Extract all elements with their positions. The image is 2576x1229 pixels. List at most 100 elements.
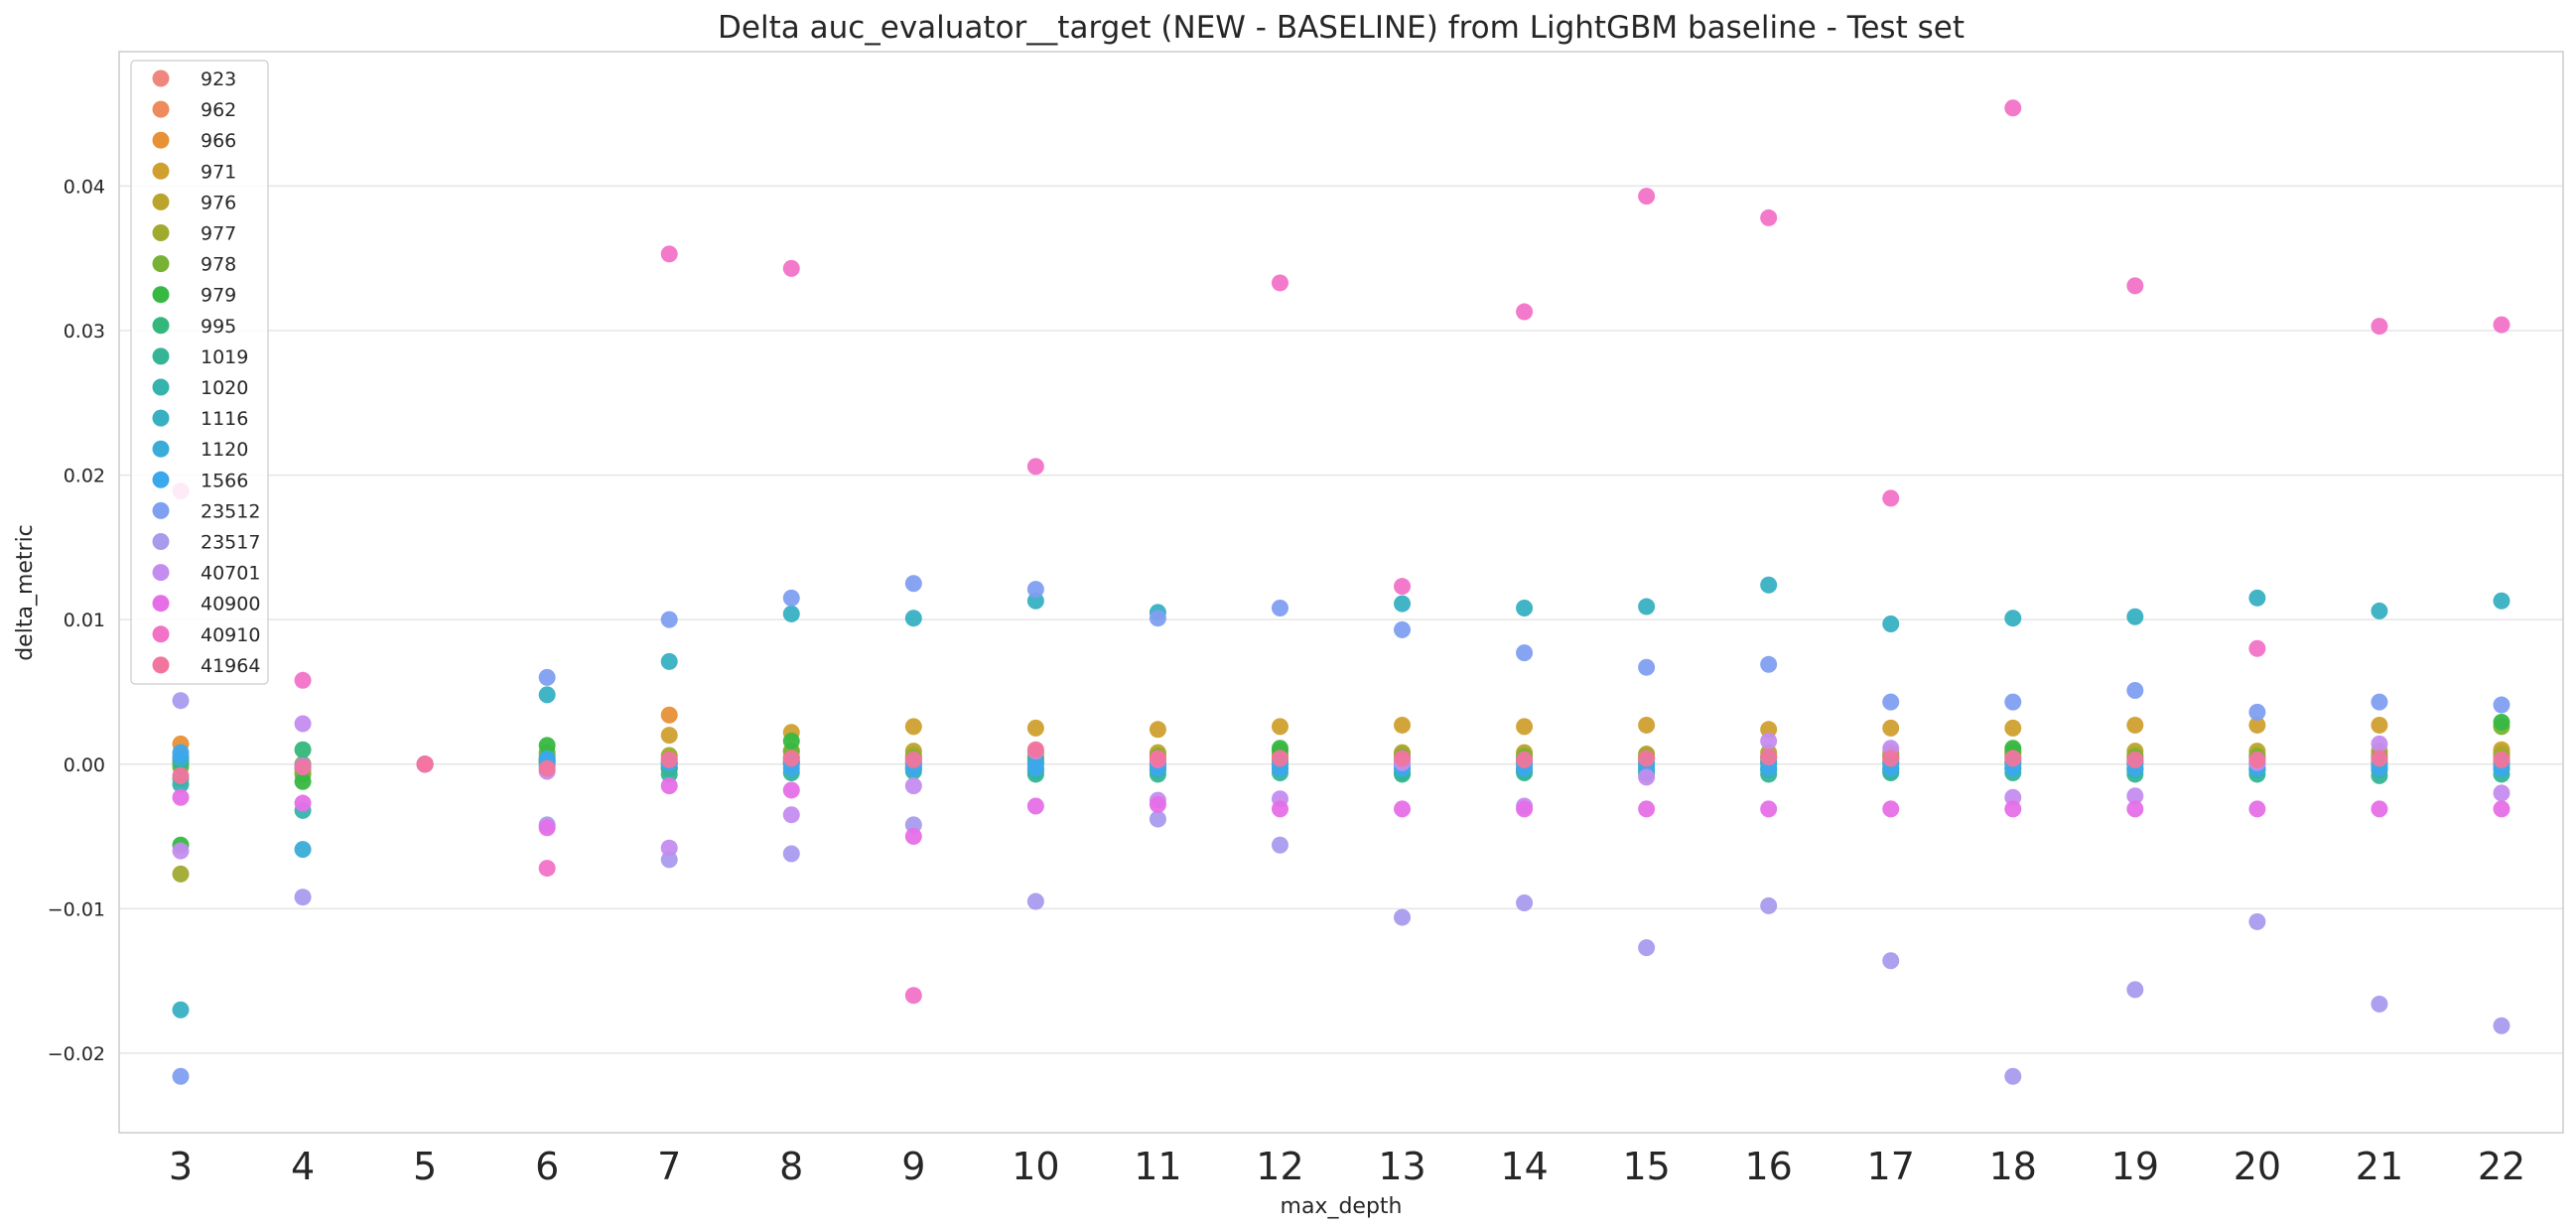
data-point (1516, 800, 1534, 818)
data-point (1516, 600, 1534, 617)
data-point (2126, 981, 2144, 999)
data-point (1638, 658, 1656, 676)
legend-label: 979 (201, 285, 236, 307)
data-point (1026, 797, 1044, 815)
data-point (294, 741, 312, 758)
data-point (2248, 589, 2266, 607)
data-point (1394, 620, 1412, 638)
data-point (416, 755, 434, 773)
data-point (2248, 800, 2266, 818)
plot-area (118, 51, 2564, 1134)
data-point (660, 706, 678, 724)
data-point (1026, 458, 1044, 476)
data-point (538, 759, 556, 777)
data-point (904, 610, 922, 627)
x-tick-label: 17 (1867, 1145, 1915, 1188)
y-tick-label: 0.00 (64, 754, 105, 776)
data-point (2004, 693, 2022, 711)
data-point (1026, 719, 1044, 737)
data-point (294, 715, 312, 733)
y-tick-label: 0.02 (64, 466, 105, 487)
x-tick-label: 12 (1256, 1145, 1303, 1188)
data-point (1638, 768, 1656, 786)
data-point (1149, 810, 1166, 828)
data-point (1026, 759, 1044, 777)
legend-marker (152, 224, 170, 241)
y-tick-label: 0.04 (64, 176, 105, 198)
data-point (538, 819, 556, 837)
x-tick-label: 10 (1012, 1145, 1059, 1188)
data-point (782, 806, 800, 824)
legend-marker (152, 100, 170, 118)
data-point (538, 737, 556, 754)
y-axis-label: delta_metric (13, 524, 38, 661)
data-point (2371, 716, 2388, 734)
data-point (1882, 489, 1900, 507)
legend-marker (152, 409, 170, 427)
data-point (1271, 600, 1288, 617)
data-point (1638, 800, 1656, 818)
data-point (1271, 836, 1288, 854)
data-point (1516, 644, 1534, 662)
x-axis-ticks: 3 4 5 6 7 8 9 10 11 12 13 14 15 16 17 18 19 20 21 22 (169, 1145, 2525, 1188)
x-tick-label: 8 (779, 1145, 803, 1188)
x-tick-label: 5 (413, 1145, 437, 1188)
data-point (1516, 303, 1534, 321)
legend-marker (152, 564, 170, 582)
data-point (538, 860, 556, 878)
data-point (1271, 750, 1288, 767)
data-point (1638, 939, 1656, 957)
data-point (1394, 908, 1412, 926)
y-tick-label: 0.03 (64, 321, 105, 342)
x-tick-label: 20 (2234, 1145, 2281, 1188)
x-tick-label: 7 (657, 1145, 681, 1188)
data-point (660, 611, 678, 628)
data-point (2126, 682, 2144, 699)
legend-marker (152, 317, 170, 335)
data-point (1760, 576, 1778, 594)
data-point (2371, 693, 2388, 711)
data-point (660, 851, 678, 869)
legend-label: 978 (201, 254, 236, 276)
data-point (1638, 750, 1656, 767)
data-point (294, 794, 312, 812)
legend-marker (152, 347, 170, 365)
data-point (1149, 796, 1166, 814)
data-point (294, 671, 312, 689)
x-tick-label: 3 (169, 1145, 193, 1188)
legend-label: 40701 (201, 563, 260, 585)
data-point (2248, 639, 2266, 657)
data-point (2004, 1067, 2022, 1085)
legend-label: 23512 (201, 500, 260, 522)
data-point (1516, 751, 1534, 768)
data-point (1882, 615, 1900, 633)
legend-label: 971 (201, 161, 236, 183)
data-point (1760, 208, 1778, 226)
data-point (1882, 693, 1900, 711)
data-point (1760, 800, 1778, 818)
legend-label: 1120 (201, 439, 248, 461)
data-point (660, 839, 678, 857)
data-point (782, 750, 800, 767)
data-point (782, 732, 800, 750)
legend-label: 977 (201, 223, 236, 245)
data-point (2248, 751, 2266, 768)
data-point (2371, 602, 2388, 619)
data-points (172, 99, 2510, 1085)
data-point (904, 751, 922, 768)
legend-label: 40910 (201, 624, 260, 646)
legend-frame (130, 60, 269, 685)
data-point (2493, 800, 2510, 818)
data-point (2248, 716, 2266, 734)
data-point (172, 1001, 190, 1019)
data-point (2248, 703, 2266, 721)
data-point (2493, 316, 2510, 334)
data-point (904, 816, 922, 834)
data-point (1882, 719, 1900, 737)
data-point (2493, 696, 2510, 714)
legend-label: 1019 (201, 346, 248, 368)
data-point (1271, 800, 1288, 818)
legend-marker (152, 625, 170, 643)
data-point (2493, 1017, 2510, 1034)
data-point (1149, 721, 1166, 739)
